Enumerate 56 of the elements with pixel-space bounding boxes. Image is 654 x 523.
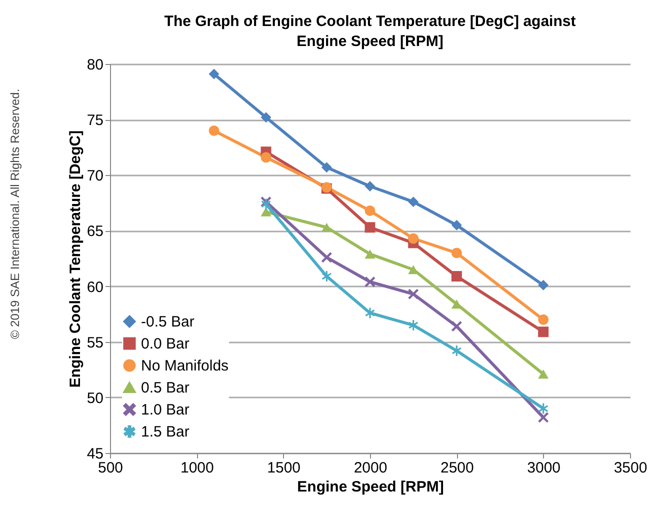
legend-label: -0.5 Bar xyxy=(141,314,194,330)
point xyxy=(451,220,462,230)
legend-label: No Manifolds xyxy=(141,358,229,374)
point xyxy=(538,280,549,290)
y-tick-label: 60 xyxy=(86,278,104,296)
x-tick-label: 1500 xyxy=(267,460,301,476)
x-tick-label: 500 xyxy=(98,460,124,476)
point xyxy=(364,181,376,192)
point xyxy=(451,248,462,258)
point xyxy=(260,112,272,123)
point xyxy=(538,412,549,423)
point xyxy=(208,125,220,136)
legend-label: 0.5 Bar xyxy=(141,380,190,396)
point xyxy=(451,321,462,332)
y-tick-label: 75 xyxy=(86,112,104,130)
point xyxy=(538,326,549,338)
y-axis-title: Engine Coolant Temperature [DegC] xyxy=(66,130,84,388)
point xyxy=(364,205,376,216)
x-tick-label: 3000 xyxy=(527,460,561,476)
point xyxy=(208,68,220,80)
point xyxy=(364,222,376,233)
legend-label: 1.0 Bar xyxy=(141,402,190,418)
chart-title: The Graph of Engine Coolant Temperature [DegC] against Engine Speed [RPM] xyxy=(164,13,576,50)
point xyxy=(321,162,332,173)
y-tick-label: 80 xyxy=(86,56,104,74)
y-tick-label: 50 xyxy=(86,390,104,407)
point xyxy=(260,152,272,163)
point xyxy=(364,250,376,259)
point xyxy=(364,276,376,288)
y-tick-label: 45 xyxy=(86,446,104,462)
point xyxy=(322,271,332,282)
x-axis-title: Engine Speed [RPM] xyxy=(297,478,444,496)
legend-label: 0.0 Bar xyxy=(141,336,190,352)
point xyxy=(538,370,549,379)
point xyxy=(321,252,332,263)
y-tick-label: 70 xyxy=(86,168,104,185)
point xyxy=(321,222,332,232)
y-tick-label: 55 xyxy=(86,334,104,352)
point xyxy=(408,288,419,300)
x-tick-label: 2500 xyxy=(440,460,474,476)
point xyxy=(408,196,419,208)
point xyxy=(538,314,549,325)
point xyxy=(365,308,375,318)
point xyxy=(408,233,419,244)
x-tick-label: 1000 xyxy=(180,460,214,476)
point xyxy=(451,271,462,282)
point xyxy=(451,300,462,309)
point xyxy=(408,320,418,330)
x-tick-label: 2000 xyxy=(354,460,388,476)
text: © 2019 SAE International. All Rights Reserved. xyxy=(8,88,22,340)
x-tick-label: 3500 xyxy=(614,460,648,476)
point xyxy=(260,207,272,216)
point xyxy=(452,346,462,356)
y-tick-label: 65 xyxy=(86,223,104,240)
point xyxy=(538,403,548,414)
legend-label: 1.5 Bar xyxy=(141,424,190,440)
